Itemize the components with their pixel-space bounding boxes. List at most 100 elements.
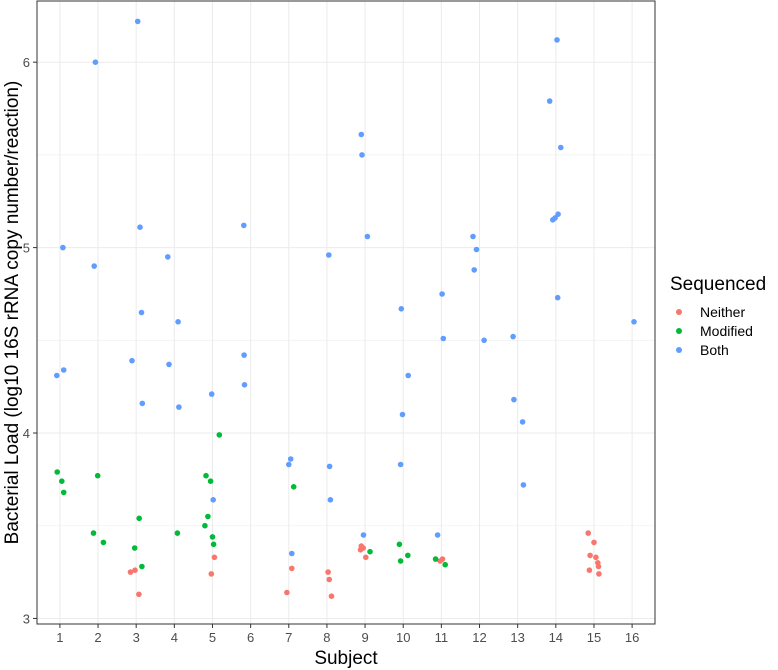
data-point-neither [208, 571, 215, 577]
x-tick-label: 1 [56, 630, 63, 645]
data-point-neither [587, 552, 593, 559]
legend-key-modified [676, 328, 682, 334]
data-point-both [510, 333, 516, 340]
plot-panel-border [36, 0, 656, 625]
y-tick-label: 5 [23, 241, 30, 256]
data-point-modified [59, 478, 65, 485]
data-point-modified [207, 478, 214, 485]
data-point-both [520, 482, 527, 488]
data-point-both [554, 294, 561, 301]
data-point-both [554, 37, 560, 43]
data-point-both [405, 372, 412, 379]
data-point-both [60, 367, 67, 373]
data-point-modified [174, 530, 181, 536]
data-point-neither [136, 591, 142, 598]
data-point-neither [284, 589, 290, 596]
data-point-modified [405, 552, 411, 559]
x-tick-label: 3 [133, 630, 140, 645]
data-point-neither [591, 539, 597, 546]
x-tick-label: 16 [625, 630, 639, 645]
y-tick-label: 4 [23, 426, 30, 441]
data-point-modified [396, 541, 403, 548]
data-point-modified [203, 472, 209, 479]
x-tick-label: 9 [361, 630, 368, 645]
data-point-modified [432, 556, 439, 562]
data-point-modified [290, 484, 297, 490]
data-point-neither [326, 576, 333, 583]
data-point-both [327, 497, 334, 503]
y-tick-label: 3 [23, 611, 30, 626]
data-point-neither [585, 530, 591, 536]
data-point-modified [60, 489, 67, 496]
data-point-both [138, 309, 145, 316]
data-point-both [208, 391, 215, 397]
data-point-both [358, 131, 365, 138]
data-point-modified [216, 432, 223, 438]
data-point-both [555, 211, 561, 217]
data-point-both [397, 461, 404, 468]
legend-label-neither: Neither [700, 304, 745, 320]
data-point-both [241, 222, 247, 229]
data-point-both [399, 411, 406, 418]
data-point-modified [100, 539, 107, 546]
data-point-both [176, 404, 182, 410]
data-point-both [360, 532, 367, 538]
y-tick-label: 6 [23, 55, 30, 70]
data-point-both [552, 215, 558, 221]
legend-label-both: Both [700, 342, 729, 358]
data-point-both [434, 532, 441, 538]
data-point-modified [139, 563, 145, 570]
data-point-both [137, 224, 143, 230]
data-point-neither [127, 569, 134, 575]
data-point-both [129, 357, 135, 364]
data-point-modified [54, 469, 60, 475]
data-point-modified [209, 534, 216, 540]
data-point-modified [367, 548, 373, 555]
legend-key-both [676, 347, 682, 353]
data-point-both [241, 352, 247, 358]
data-point-both [165, 254, 171, 260]
data-point-modified [397, 558, 404, 564]
data-point-both [481, 337, 487, 344]
data-point-both [326, 463, 333, 470]
data-point-both [166, 361, 172, 368]
data-point-both [439, 291, 445, 297]
data-point-both [631, 319, 637, 325]
grid-lines [37, 1, 655, 624]
x-tick-label: 12 [472, 630, 486, 645]
data-point-neither [289, 565, 295, 572]
data-point-modified [136, 515, 142, 522]
data-point-both [546, 98, 553, 104]
data-point-modified [205, 513, 211, 520]
data-point-both [241, 382, 248, 388]
data-point-both [473, 246, 480, 253]
data-point-both [398, 306, 405, 312]
data-point-both [134, 18, 141, 25]
data-point-both [139, 400, 146, 407]
data-point-both [326, 252, 332, 258]
data-point-modified [94, 472, 101, 479]
legend: Sequenced Neither Modified Both [670, 274, 766, 358]
x-tick-label: 2 [94, 630, 101, 645]
data-point-modified [202, 522, 208, 529]
data-point-both [175, 319, 181, 325]
data-point-neither [363, 554, 369, 561]
data-point-both [210, 497, 216, 503]
legend-label-modified: Modified [700, 323, 753, 339]
x-tick-label: 4 [171, 630, 178, 645]
data-point-neither [593, 554, 599, 561]
data-point-neither [439, 556, 446, 562]
data-points [54, 18, 637, 599]
data-point-both [470, 233, 476, 240]
data-point-both [92, 59, 99, 65]
data-point-both [289, 550, 295, 557]
x-tick-label: 10 [396, 630, 410, 645]
x-tick-label: 5 [209, 630, 216, 645]
data-point-both [519, 419, 526, 425]
legend-title: Sequenced [670, 274, 766, 295]
data-point-both [287, 456, 294, 462]
data-point-modified [210, 541, 217, 548]
